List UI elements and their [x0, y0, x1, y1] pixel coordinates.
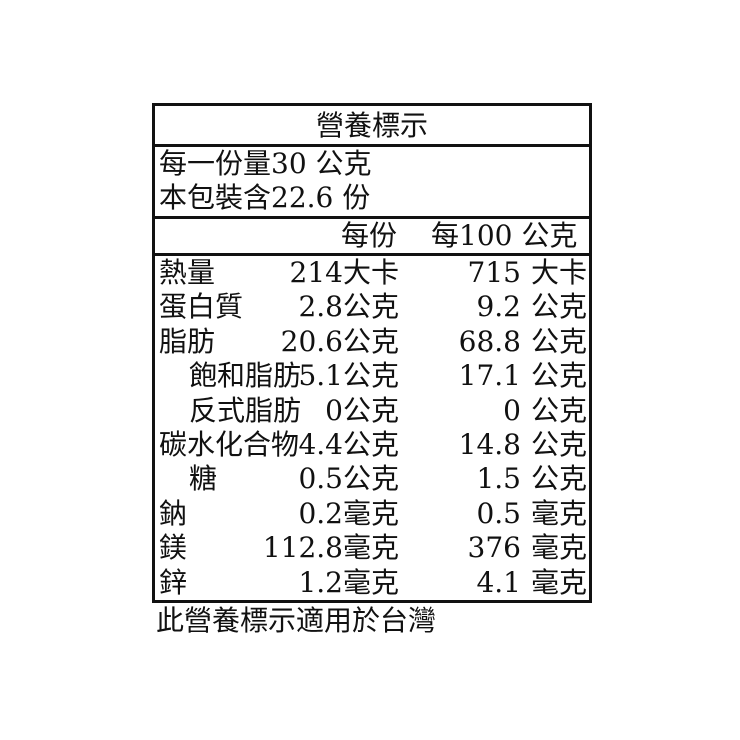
nutrient-row: 糖 0.5 公克 1.5 公克 — [155, 462, 589, 497]
per-100g-value: 0 — [503, 393, 521, 427]
per-100g-unit: 毫克 — [531, 531, 588, 565]
per-100g-value: 9.2 — [476, 290, 521, 324]
per-serving-unit: 公克 — [343, 462, 400, 496]
per-serving-unit: 毫克 — [343, 496, 400, 530]
nutrient-row: 熱量 214 大卡 715 大卡 — [155, 256, 589, 291]
per-100g-value: 1.5 — [476, 462, 521, 496]
per-100g-unit: 毫克 — [531, 565, 588, 599]
nutrient-row: 碳水化合物 4.4 公克 14.8 公克 — [155, 428, 589, 463]
per-serving-value: 214 — [289, 256, 343, 289]
divider — [155, 253, 589, 256]
per-serving-value: 20.6 — [280, 324, 343, 358]
per-100g-value: 0.5 — [476, 496, 521, 530]
per-serving-unit: 毫克 — [343, 565, 400, 599]
per-100g-unit: 公克 — [531, 462, 588, 496]
per-serving-value: 2.8 — [298, 290, 343, 324]
per-100g-unit: 公克 — [531, 324, 588, 358]
per-100g-value: 4.1 — [476, 565, 521, 599]
nutrient-name: 鋅 — [159, 565, 188, 599]
per-serving-unit: 毫克 — [343, 531, 400, 565]
per-100g-value: 715 — [467, 256, 521, 289]
per-100g-value: 68.8 — [458, 324, 521, 358]
nutrition-label: 營養標示 每一份量30 公克 本包裝含22.6 份 每份 每100 公克 熱量 2… — [152, 103, 592, 603]
per-100g-unit: 大卡 — [531, 256, 588, 289]
nutrient-row: 脂肪 20.6 公克 68.8 公克 — [155, 325, 589, 360]
footer-note: 此營養標示適用於台灣 — [156, 604, 437, 637]
nutrient-name: 熱量 — [159, 256, 216, 289]
per-serving-unit: 公克 — [343, 290, 400, 324]
per-serving-unit: 公克 — [343, 393, 400, 427]
per-100g-unit: 公克 — [531, 428, 588, 461]
nutrient-name: 脂肪 — [159, 324, 216, 358]
per-serving-value: 0.2 — [298, 496, 343, 530]
per-serving-unit: 公克 — [343, 324, 400, 358]
nutrient-name: 鎂 — [159, 531, 188, 565]
per-100g-value: 376 — [467, 531, 521, 565]
divider — [155, 216, 589, 219]
per-100g-unit: 公克 — [531, 359, 588, 393]
nutrient-row: 鋅 1.2 毫克 4.1 毫克 — [155, 566, 589, 601]
nutrient-name: 飽和脂肪 — [189, 359, 302, 393]
per-serving-value: 4.4 — [298, 428, 343, 461]
per-100g-unit: 公克 — [531, 393, 588, 427]
per-serving-unit: 公克 — [343, 428, 400, 461]
nutrient-name: 鈉 — [159, 496, 188, 530]
nutrient-name: 碳水化合物 — [159, 428, 300, 461]
label-title: 營養標示 — [155, 106, 589, 147]
nutrient-row: 鈉 0.2 毫克 0.5 毫克 — [155, 497, 589, 532]
nutrient-name: 反式脂肪 — [189, 393, 302, 427]
per-serving-value: 1.2 — [298, 565, 343, 599]
per-100g-unit: 毫克 — [531, 496, 588, 530]
serving-size: 每一份量30 公克 — [159, 147, 372, 180]
per-serving-unit: 公克 — [343, 359, 400, 393]
per-100g-value: 17.1 — [458, 359, 521, 393]
per-100g-unit: 公克 — [531, 290, 588, 324]
nutrient-row: 鎂 112.8 毫克 376 毫克 — [155, 531, 589, 566]
servings-per-package: 本包裝含22.6 份 — [159, 181, 371, 214]
per-serving-value: 0 — [325, 393, 343, 427]
per-serving-unit: 大卡 — [343, 256, 400, 289]
header-per-100g: 每100 公克 — [431, 219, 578, 252]
header-per-serving: 每份 — [341, 219, 398, 252]
per-serving-value: 5.1 — [298, 359, 343, 393]
nutrient-name: 蛋白質 — [159, 290, 244, 324]
per-serving-value: 0.5 — [298, 462, 343, 496]
nutrient-row: 蛋白質 2.8 公克 9.2 公克 — [155, 290, 589, 325]
nutrient-row: 飽和脂肪 5.1 公克 17.1 公克 — [155, 359, 589, 394]
per-100g-value: 14.8 — [458, 428, 521, 461]
nutrient-name: 糖 — [189, 462, 218, 496]
per-serving-value: 112.8 — [262, 531, 343, 565]
nutrient-row: 反式脂肪 0 公克 0 公克 — [155, 394, 589, 429]
